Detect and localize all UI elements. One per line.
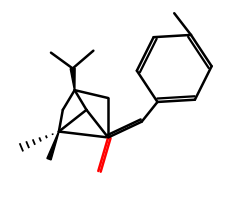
Polygon shape [70,68,75,90]
Polygon shape [47,131,59,160]
